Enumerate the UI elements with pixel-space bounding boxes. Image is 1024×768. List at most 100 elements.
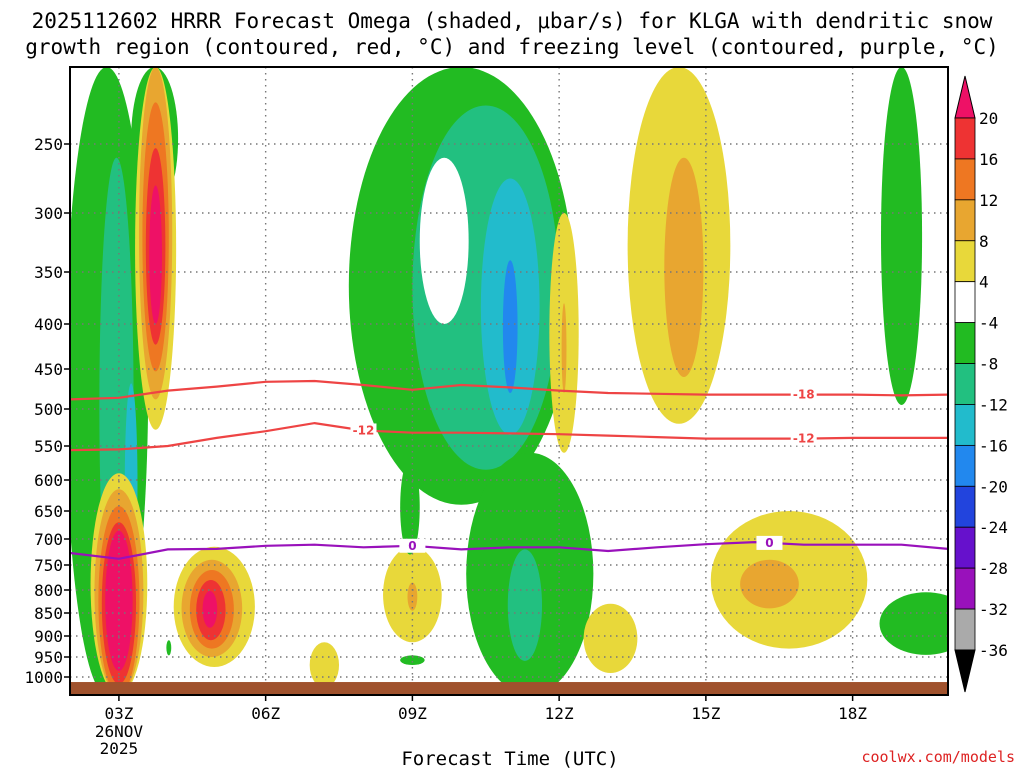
chart-title-line1: 2025112602 HRRR Forecast Omega (shaded, … <box>32 9 993 33</box>
omega-cell-1900-column-level--8 <box>880 67 923 405</box>
y-tick-label-500: 500 <box>34 400 63 419</box>
x-tick-label-09Z: 09Z <box>398 704 427 723</box>
isotherm-label-0-0: -18 <box>793 388 815 402</box>
omega-cell-0900-speck <box>400 655 425 665</box>
isotherm-label-bg-1-1 <box>790 431 817 446</box>
y-tick-label-400: 400 <box>34 315 63 334</box>
omega-cell-0700-small-level-4 <box>309 642 340 688</box>
x-tick-label-15Z: 15Z <box>691 704 720 723</box>
x-tick-year: 2025 <box>100 739 139 758</box>
chart-title-line2: growth region (contoured, red, °C) and f… <box>25 35 999 59</box>
isotherm-label-1-0: -12 <box>353 423 375 437</box>
colorbar-swatch-7 <box>954 363 976 405</box>
y-tick-label-550: 550 <box>34 437 63 456</box>
y-tick-label-950: 950 <box>34 648 63 667</box>
omega-cell-1900-column <box>880 67 923 405</box>
colorbar-label-12: -32 <box>979 600 1008 619</box>
omega-cell-0300-lowlevel <box>90 473 148 695</box>
colorbar-top-arrow <box>954 75 976 119</box>
y-tick-label-650: 650 <box>34 502 63 521</box>
y-tick-label-800: 800 <box>34 581 63 600</box>
colorbar: 20 16 12 8 4 -4 -8 -12 -16 -20 -24 -28 -32 -36 <box>954 75 1008 693</box>
omega-cell-1230-lowlevel-level-4 <box>583 603 638 674</box>
colorbar-label-0: 20 <box>979 109 998 128</box>
isotherm-label-bg-2-1 <box>756 535 783 550</box>
colorbar-swatch-9 <box>954 444 976 487</box>
y-tick-label-1000: 1000 <box>24 668 63 687</box>
omega-cell-0900-1130-midlevel-level--20 <box>502 260 518 393</box>
colorbar-swatch-1 <box>954 117 976 160</box>
omega-cell-0420-speck <box>166 640 172 656</box>
colorbar-label-11: -28 <box>979 559 1008 578</box>
colorbar-swatch-3 <box>954 199 976 242</box>
y-tick-label-900: 900 <box>34 627 63 646</box>
isotherm-line-2 <box>70 540 948 560</box>
colorbar-label-13: -36 <box>979 641 1008 660</box>
isotherm-label-bg-2-0 <box>399 538 426 553</box>
x-tick-label-12Z: 12Z <box>545 704 574 723</box>
omega-cell-0900-sliver <box>400 459 420 555</box>
omega-cell-1100-lowlevel <box>466 452 594 695</box>
isotherm-label-1-1: -12 <box>793 432 815 446</box>
y-tick-label-750: 750 <box>34 556 63 575</box>
colorbar-label-5: -4 <box>979 314 998 333</box>
credit-text: coolwx.com/models <box>861 748 1015 766</box>
y-tick-label-450: 450 <box>34 360 63 379</box>
y-tick-label-850: 850 <box>34 604 63 623</box>
y-tick-label-700: 700 <box>34 530 63 549</box>
colorbar-label-1: 16 <box>979 150 998 169</box>
y-tick-label-250: 250 <box>34 135 63 154</box>
omega-cell-0500-lowlevel-level-20 <box>202 590 218 628</box>
omega-cell-0930-hole <box>419 157 469 324</box>
omega-cell-0900-speck-level--8 <box>400 655 425 665</box>
omega-cell-0900-lowlevel-level-8 <box>407 582 418 611</box>
colorbar-swatch-13 <box>954 608 976 651</box>
y-tick-label-300: 300 <box>34 204 63 223</box>
terrain-band <box>70 682 948 695</box>
omega-cell-1100-lowlevel-level--12 <box>507 549 543 661</box>
colorbar-label-6: -8 <box>979 355 998 374</box>
terrain-surface-band <box>70 682 948 695</box>
x-tick-label-03Z: 03Z <box>104 704 133 723</box>
omega-cell-1630-lowlevel <box>710 511 868 649</box>
omega-cell-1500-upper-level-8 <box>664 157 704 377</box>
omega-cell-0900-sliver-level--8 <box>400 459 420 555</box>
colorbar-swatch-10 <box>954 485 976 528</box>
y-tick-label-600: 600 <box>34 471 63 490</box>
omega-cell-0700-small <box>309 642 340 688</box>
isotherm-label-2-1: 0 <box>765 536 773 550</box>
colorbar-swatch-4 <box>954 240 976 283</box>
y-tick-label-350: 350 <box>34 263 63 282</box>
omega-cell-1200-narrow-level-8 <box>561 303 567 393</box>
grid-lines <box>70 67 948 695</box>
omega-cell-1630-lowlevel-level-8 <box>740 559 799 609</box>
isotherm-lines: -18 -12 -12 0 0 <box>70 379 948 560</box>
x-tick-label-06Z: 06Z <box>251 704 280 723</box>
omega-cell-1230-lowlevel <box>583 603 638 674</box>
omega-cell-0400-upward-level-20 <box>149 185 162 324</box>
x-tick-date: 26NOV <box>95 722 144 741</box>
isotherm-label-bg-1-0 <box>350 423 377 438</box>
colorbar-label-10: -24 <box>979 518 1008 537</box>
isotherm-label-bg-0-0 <box>790 387 817 402</box>
isotherm-label-2-0: 0 <box>408 539 416 553</box>
omega-cell-0900-lowlevel <box>383 546 442 643</box>
x-axis-label: Forecast Time (UTC) <box>401 748 618 768</box>
omega-shading <box>70 67 948 695</box>
colorbar-swatch-8 <box>954 404 976 446</box>
omega-cell-0500-lowlevel <box>173 546 255 668</box>
colorbar-label-4: 4 <box>979 273 989 292</box>
colorbar-label-2: 12 <box>979 191 998 210</box>
colorbar-swatch-11 <box>954 526 976 569</box>
omega-cell-0930-hole-level--4 <box>419 157 469 324</box>
colorbar-swatch-2 <box>954 158 976 201</box>
omega-cell-1930-lowlevel-level--8 <box>879 592 948 655</box>
omega-cell-1500-upper <box>627 67 731 424</box>
colorbar-swatch-5 <box>954 281 976 324</box>
omega-cell-1930-lowlevel <box>879 592 948 655</box>
y-axis: 250 300 350 400 450 500 550 600 650 700 750 800 850 9… <box>24 135 70 687</box>
colorbar-bottom-arrow <box>954 649 976 693</box>
colorbar-label-7: -12 <box>979 395 1008 414</box>
x-tick-label-18Z: 18Z <box>838 704 867 723</box>
